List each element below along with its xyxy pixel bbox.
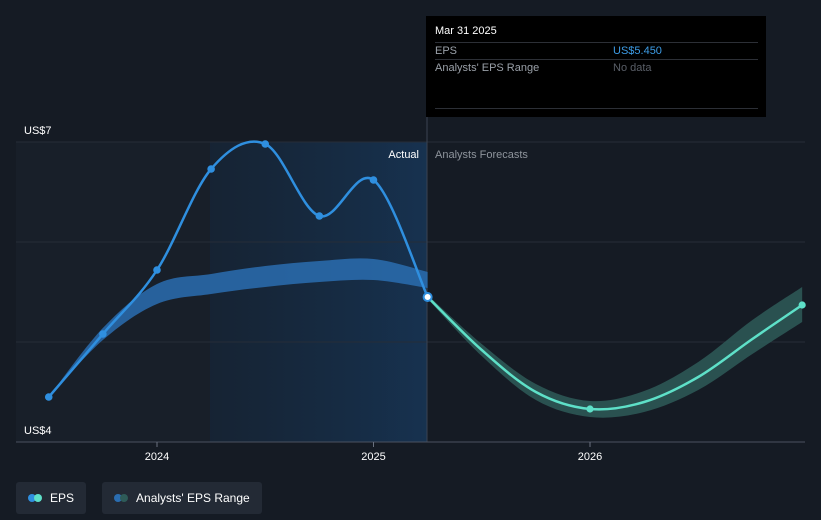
tooltip-eps-label: EPS bbox=[435, 45, 458, 57]
legend: EPS Analysts' EPS Range bbox=[16, 482, 262, 514]
range-band-1 bbox=[427, 287, 803, 418]
eps-point bbox=[44, 393, 53, 401]
tooltip-range-label: Analysts' EPS Range bbox=[435, 62, 540, 74]
series-line-forecast bbox=[426, 295, 804, 411]
eps-point bbox=[315, 212, 324, 220]
tooltip-row-eps: EPS US$5.450 bbox=[435, 42, 758, 59]
legend-range-label: Analysts' EPS Range bbox=[136, 491, 250, 505]
legend-eps-label: EPS bbox=[50, 491, 75, 505]
eps-point bbox=[99, 330, 107, 338]
x-tick-label: 2026 bbox=[578, 451, 602, 463]
series-points bbox=[44, 140, 806, 413]
tooltip-eps-value: US$5.450 bbox=[613, 45, 662, 57]
y-min-label: US$4 bbox=[24, 425, 52, 437]
forecast-point bbox=[586, 405, 594, 413]
tooltip-date: Mar 31 2025 bbox=[435, 25, 497, 37]
eps-point bbox=[369, 176, 378, 184]
gridlines bbox=[16, 141, 805, 343]
x-tick-label: 2024 bbox=[145, 451, 169, 463]
actual-region bbox=[210, 142, 427, 442]
legend-item-range[interactable]: Analysts' EPS Range bbox=[102, 482, 262, 514]
forecast-label: Analysts Forecasts bbox=[435, 149, 528, 161]
legend-eps-dots-icon bbox=[28, 494, 42, 502]
tooltip-range-value: No data bbox=[613, 62, 652, 74]
eps-point bbox=[422, 292, 433, 302]
actual-label: Actual bbox=[388, 149, 419, 161]
eps-point bbox=[207, 165, 215, 173]
forecast-point bbox=[798, 301, 806, 309]
x-tick-label: 2025 bbox=[361, 451, 385, 463]
legend-item-eps[interactable]: EPS bbox=[16, 482, 87, 514]
x-axis-ticks: 2024 2025 2026 bbox=[145, 442, 602, 463]
tooltip-divider bbox=[435, 108, 758, 109]
range-bands bbox=[48, 258, 803, 418]
eps-point bbox=[261, 140, 270, 148]
legend-range-dots-icon bbox=[114, 494, 129, 502]
y-max-label: US$7 bbox=[24, 125, 52, 137]
tooltip: Mar 31 2025 EPS US$5.450 Analysts' EPS R… bbox=[426, 16, 766, 117]
range-band-0 bbox=[48, 258, 428, 397]
tooltip-row-range: Analysts' EPS Range No data bbox=[435, 59, 758, 76]
eps-point bbox=[153, 266, 161, 274]
